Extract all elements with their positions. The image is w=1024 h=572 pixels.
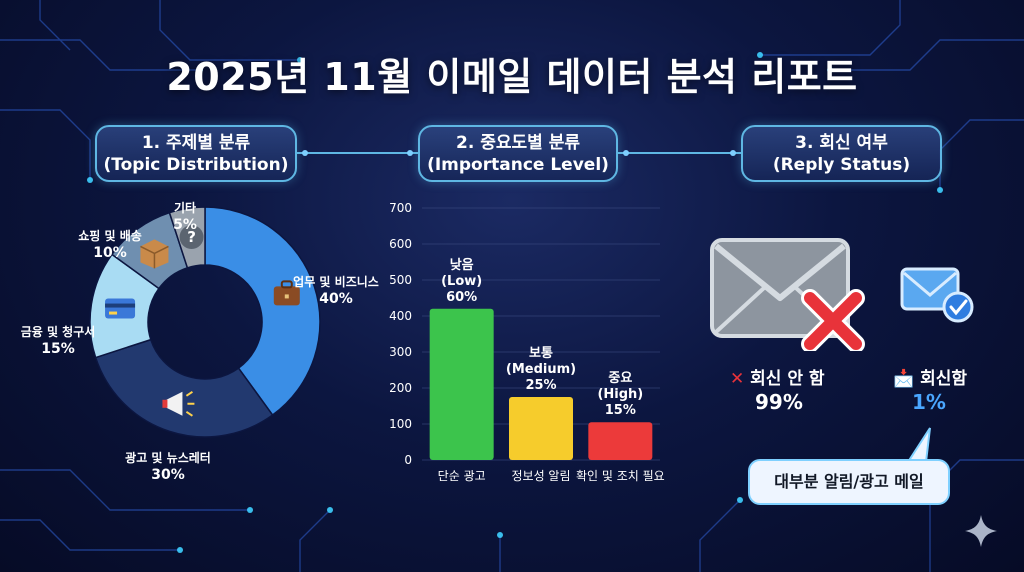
credit-card-icon bbox=[105, 298, 136, 319]
replied-label: 📩 회신함 bbox=[893, 369, 968, 389]
page-title: 2025년 11월 이메일 데이터 분석 리포트 bbox=[166, 55, 858, 99]
donut-slice-label: 광고 및 뉴스레터 30% bbox=[125, 450, 211, 483]
bar-annotation: 낮음(Low)60% bbox=[441, 257, 482, 305]
bar-annotation-line: (Medium) bbox=[506, 362, 576, 377]
bar-annotation-line: 보통 bbox=[529, 346, 553, 361]
package-icon bbox=[140, 239, 169, 269]
donut-slice-label: 업무 및 비즈니스 40% bbox=[293, 274, 379, 307]
section-importance-title: 2. 중요도별 분류 bbox=[456, 133, 580, 153]
bar-annotation-line: (High) bbox=[597, 387, 643, 402]
slice-category-label: 광고 및 뉴스레터 bbox=[125, 450, 211, 465]
section-topic: 1. 주제별 분류 (Topic Distribution) bbox=[95, 125, 297, 182]
reply-callout: 대부분 알림/광고 메일 bbox=[748, 459, 950, 505]
section-importance-subtitle: (Importance Level) bbox=[427, 155, 609, 175]
y-tick-label: 600 bbox=[389, 237, 412, 251]
bar-annotation-line: 15% bbox=[605, 403, 636, 418]
y-tick-label: 200 bbox=[389, 381, 412, 395]
y-tick-label: 300 bbox=[389, 345, 412, 359]
x-mark-icon: ✕ bbox=[730, 369, 745, 389]
bar bbox=[588, 422, 653, 460]
y-tick-label: 100 bbox=[389, 417, 412, 431]
x-category-label: 정보성 알림 bbox=[511, 469, 570, 483]
section-topic-subtitle: (Topic Distribution) bbox=[103, 155, 289, 175]
envelope-replied-icon bbox=[900, 267, 974, 323]
inbox-tray-icon: 📩 bbox=[893, 369, 915, 389]
section-reply: 3. 회신 여부 (Reply Status) bbox=[741, 125, 942, 182]
bar bbox=[429, 308, 494, 460]
slice-value-label: 40% bbox=[319, 291, 353, 307]
briefcase-icon bbox=[273, 280, 300, 306]
section-importance: 2. 중요도별 분류 (Importance Level) bbox=[418, 125, 618, 182]
slice-value-label: 5% bbox=[173, 217, 197, 233]
slice-category-label: 금융 및 청구서 bbox=[21, 324, 96, 339]
x-category-label: 단순 광고 bbox=[438, 469, 486, 483]
not-replied-label: ✕ 회신 안 함 bbox=[730, 369, 825, 389]
bar-annotation: 중요(High)15% bbox=[597, 371, 643, 418]
section-topic-title: 1. 주제별 분류 bbox=[141, 133, 251, 153]
importance-bar-chart: 0 100 200 300 400 500 600 700 낮음(Low)60% 보통(Medi… bbox=[389, 201, 665, 483]
slice-value-label: 10% bbox=[93, 245, 127, 261]
megaphone-icon bbox=[162, 390, 195, 417]
envelope-not-replied-icon bbox=[710, 238, 865, 351]
sparkle-icon bbox=[965, 515, 997, 547]
red-x-icon bbox=[801, 289, 865, 351]
section-reply-subtitle: (Reply Status) bbox=[772, 155, 911, 175]
y-tick-label: 400 bbox=[389, 309, 412, 323]
y-tick-label: 0 bbox=[404, 453, 412, 467]
bar-annotation-line: 중요 bbox=[608, 371, 632, 386]
donut-slice-label: 금융 및 청구서 15% bbox=[21, 324, 96, 357]
section-reply-title: 3. 회신 여부 bbox=[795, 133, 888, 153]
donut-slice-label: 기타 5% bbox=[173, 200, 197, 233]
svg-text:?: ? bbox=[187, 228, 196, 246]
slice-category-label: 기타 bbox=[174, 200, 196, 215]
bar-annotation-line: (Low) bbox=[441, 274, 482, 289]
slice-category-label: 쇼핑 및 배송 bbox=[78, 228, 142, 243]
x-category-label: 확인 및 조치 필요 bbox=[576, 469, 665, 483]
donut-slice bbox=[94, 338, 274, 438]
slice-value-label: 15% bbox=[41, 341, 75, 357]
y-tick-label: 500 bbox=[389, 273, 412, 287]
topic-donut-chart: ? 업무 및 비즈니스 40% 광고 및 뉴스레터 30% 금융 및 청구서 15% 쇼핑 … bbox=[21, 200, 379, 483]
slice-value-label: 30% bbox=[151, 467, 185, 483]
bar-annotation-line: 25% bbox=[525, 378, 556, 393]
question-icon: ? bbox=[179, 225, 204, 250]
not-replied-value: 99% bbox=[755, 390, 803, 414]
bar-annotation: 보통(Medium)25% bbox=[506, 346, 576, 393]
replied-value: 1% bbox=[912, 390, 946, 414]
donut-slice-label: 쇼핑 및 배송 10% bbox=[78, 228, 142, 261]
bar-annotation-line: 낮음 bbox=[450, 257, 474, 273]
bar bbox=[509, 397, 573, 460]
donut-slice bbox=[204, 206, 321, 417]
bar-annotation-line: 60% bbox=[446, 290, 477, 305]
y-tick-label: 700 bbox=[389, 201, 412, 215]
slice-category-label: 업무 및 비즈니스 bbox=[293, 274, 379, 289]
